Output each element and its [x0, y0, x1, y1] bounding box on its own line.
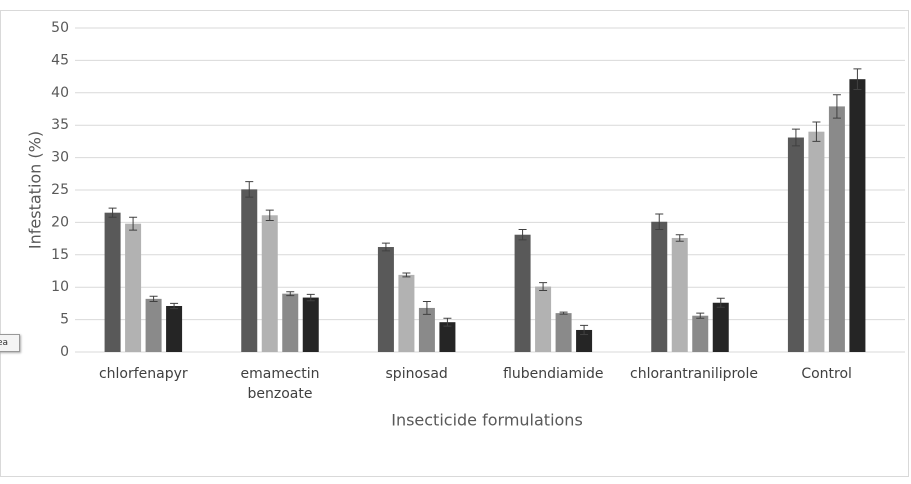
chart-frame — [0, 10, 909, 477]
error-bar — [306, 293, 315, 302]
bar — [439, 322, 456, 352]
bar — [166, 305, 183, 352]
x-tick-label: flubendiamide — [503, 366, 604, 382]
bar — [651, 221, 668, 352]
bar — [377, 247, 394, 352]
bar — [849, 79, 866, 352]
error-bar — [853, 68, 862, 91]
bar — [241, 189, 258, 352]
error-bar — [832, 94, 841, 119]
y-tick-label: 20 — [51, 214, 69, 230]
bar — [671, 237, 688, 352]
y-tick-label: 15 — [51, 247, 69, 263]
bar — [576, 329, 593, 352]
x-tick-label: chlorantraniliprole — [630, 366, 759, 382]
y-tick-label: 35 — [51, 117, 69, 133]
y-tick-label: 45 — [51, 52, 69, 68]
bar — [418, 307, 435, 352]
error-bar — [580, 324, 589, 336]
y-tick-label: 50 — [51, 20, 69, 36]
error-bar — [265, 209, 274, 221]
bar — [261, 215, 278, 352]
bar — [712, 302, 729, 352]
y-tick-label: 0 — [60, 344, 69, 360]
bar — [282, 293, 299, 352]
bar — [535, 286, 552, 352]
y-tick-label: 5 — [60, 312, 69, 328]
x-tick-label: Control — [801, 366, 852, 382]
error-bar — [675, 234, 684, 242]
error-bar — [129, 216, 138, 231]
bar — [514, 234, 531, 352]
error-bar — [716, 297, 725, 308]
y-tick-label: 40 — [51, 85, 69, 101]
error-bar — [381, 242, 390, 252]
error-bar — [518, 229, 527, 241]
y-tick-label: 25 — [51, 182, 69, 198]
error-bar — [108, 207, 117, 218]
error-bar — [422, 300, 431, 315]
bar — [125, 223, 142, 352]
error-bar — [245, 181, 254, 198]
x-tick-label: spinosad — [385, 366, 448, 382]
y-axis-label: Infestation (%) — [26, 131, 45, 249]
y-tick-label: 10 — [51, 279, 69, 295]
y-tick-label: 30 — [51, 150, 69, 166]
x-axis-label: Insecticide formulations — [391, 411, 583, 430]
error-bar — [170, 302, 179, 310]
error-bar — [559, 311, 568, 315]
error-bar — [149, 295, 158, 302]
bar — [828, 106, 845, 353]
bar — [808, 131, 825, 352]
x-tick-label: emamectin benzoate — [240, 366, 320, 402]
bar — [398, 274, 415, 352]
bar — [692, 315, 709, 352]
error-bar — [539, 282, 548, 291]
error-bar — [812, 121, 821, 142]
bar — [555, 313, 572, 352]
error-bar — [791, 128, 800, 147]
x-tick-label: chlorfenapyr — [98, 366, 188, 382]
error-bar — [696, 312, 705, 319]
tooltip-fragment: ea — [0, 334, 20, 352]
error-bar — [655, 213, 664, 231]
bar — [104, 212, 121, 352]
bar — [302, 297, 319, 352]
bar — [787, 137, 804, 352]
error-bar — [286, 291, 295, 297]
bar — [145, 298, 162, 352]
error-bar — [443, 317, 452, 327]
error-bar — [402, 272, 411, 278]
